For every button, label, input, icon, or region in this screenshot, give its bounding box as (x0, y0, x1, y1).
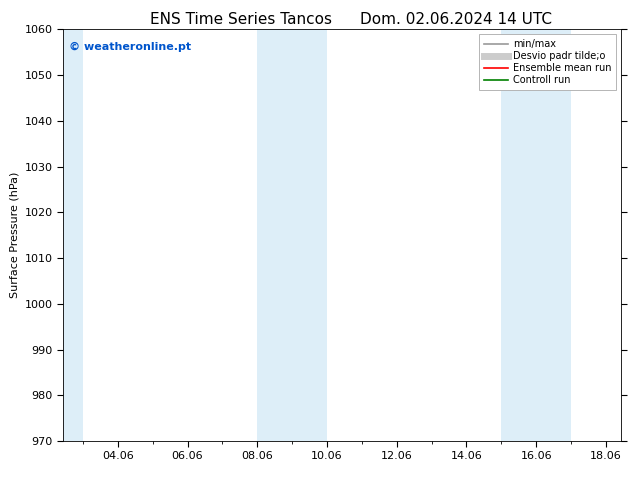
Bar (501, 29, 536, 441)
Y-axis label: Surface Pressure (hPa): Surface Pressure (hPa) (10, 172, 19, 298)
Bar (63, 29, 83, 441)
Legend: min/max, Desvio padr tilde;o, Ensemble mean run, Controll run: min/max, Desvio padr tilde;o, Ensemble m… (479, 34, 616, 90)
Bar (292, 29, 327, 441)
Text: Dom. 02.06.2024 14 UTC: Dom. 02.06.2024 14 UTC (361, 12, 552, 27)
Bar (536, 29, 571, 441)
Text: ENS Time Series Tancos: ENS Time Series Tancos (150, 12, 332, 27)
Text: © weatheronline.pt: © weatheronline.pt (69, 42, 191, 52)
Bar (257, 29, 292, 441)
